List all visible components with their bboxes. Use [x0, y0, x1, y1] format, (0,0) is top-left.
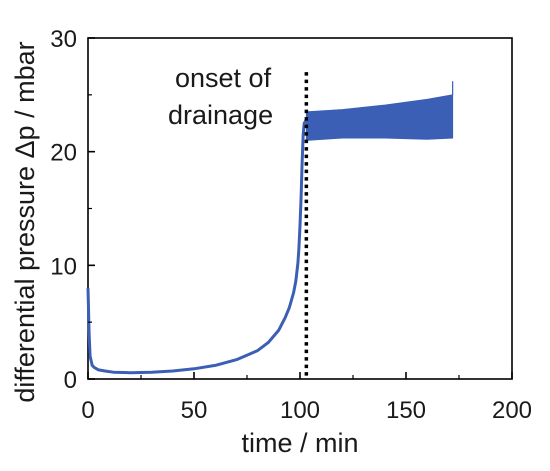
y-tick-label: 0 — [64, 367, 77, 394]
ticks-layer: 0 50 100 150 200 0 10 20 30 — [50, 26, 532, 424]
x-tick-label: 200 — [492, 397, 532, 424]
y-axis-title: differential pressure Δp / mbar — [10, 41, 40, 402]
y-tick-label: 10 — [50, 253, 77, 280]
x-tick-label: 0 — [81, 397, 94, 424]
x-tick-label: 150 — [386, 397, 426, 424]
pressure-curve — [86, 119, 308, 375]
x-tick-label: 50 — [181, 397, 208, 424]
series-layer — [86, 81, 454, 375]
annotation-line-2: drainage — [168, 100, 273, 130]
y-tick-label: 20 — [50, 140, 77, 167]
x-tick-label: 100 — [280, 397, 320, 424]
pressure-oscillation-band — [305, 94, 454, 141]
y-tick-label: 30 — [50, 26, 77, 53]
annotation-line-1: onset of — [175, 63, 272, 93]
x-axis-title: time / min — [241, 428, 358, 458]
